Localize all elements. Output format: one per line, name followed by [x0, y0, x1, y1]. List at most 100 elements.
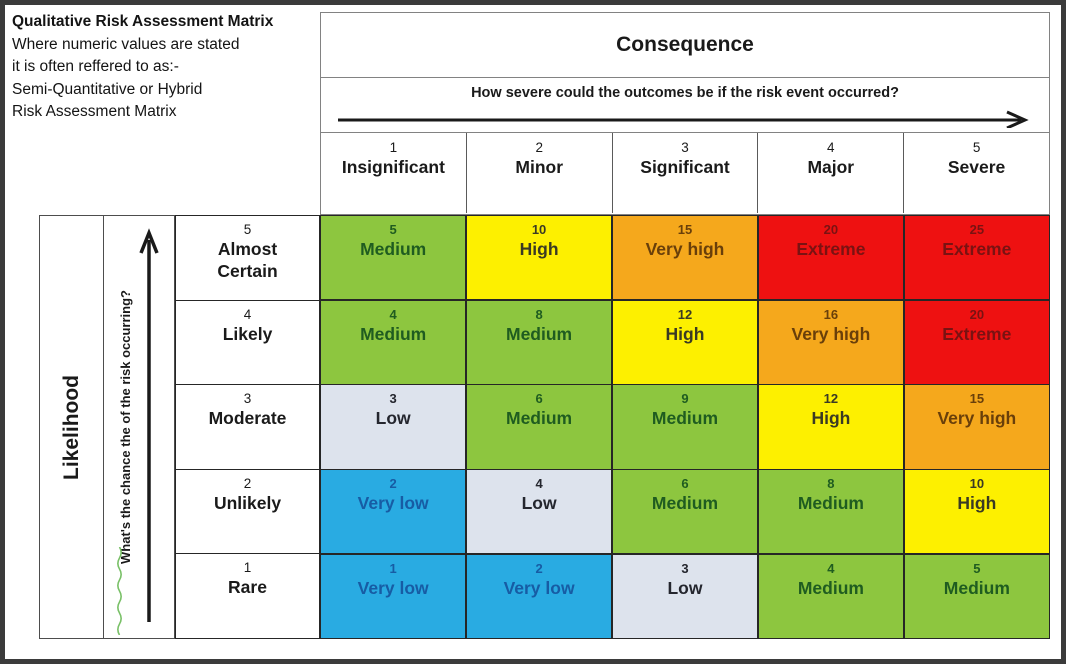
likelihood-level-number: 2 — [243, 475, 252, 491]
up-arrow-icon — [139, 228, 159, 622]
risk-rating: Very low — [503, 577, 575, 598]
risk-rating: Medium — [797, 577, 864, 598]
risk-score: 2 — [535, 560, 543, 576]
risk-rating: Extreme — [942, 239, 1012, 259]
risk-cell: 4 Low — [466, 470, 612, 554]
risk-cell: 5 Medium — [904, 554, 1049, 638]
risk-score: 10 — [531, 222, 547, 237]
risk-rating: Medium — [506, 323, 573, 344]
risk-rating: Very high — [937, 408, 1017, 429]
risk-cell: 20 Extreme — [758, 216, 904, 300]
consequence-level-number: 3 — [681, 140, 689, 155]
likelihood-level-label: Unlikely — [213, 492, 282, 513]
risk-score: 3 — [389, 391, 397, 407]
consequence-level-number: 5 — [972, 140, 981, 155]
likelihood-row-header: 1 Rare — [176, 554, 319, 638]
risk-score: 3 — [681, 560, 689, 576]
risk-rating: High — [957, 493, 997, 514]
likelihood-level-label: Moderate — [208, 408, 287, 429]
risk-rating: Very low — [357, 493, 429, 514]
consequence-level-label: Major — [807, 157, 855, 177]
risk-score: 4 — [389, 306, 397, 322]
consequence-level-label: Insignificant — [341, 157, 445, 177]
risk-score: 12 — [677, 306, 693, 322]
risk-cell: 15 Very high — [904, 385, 1049, 469]
risk-rating: Low — [521, 493, 557, 514]
risk-score: 6 — [535, 391, 543, 407]
risk-rating: Medium — [797, 493, 864, 514]
risk-rating: Medium — [943, 577, 1010, 598]
likelihood-level-number: 5 — [243, 222, 252, 237]
consequence-col-header: 3 Significant — [611, 133, 758, 213]
risk-rating: Extreme — [942, 323, 1012, 344]
note-line: Where numeric values are stated — [12, 35, 240, 53]
note-block: Qualitative Risk Assessment Matrix Where… — [12, 11, 314, 124]
likelihood-question-cell: What's the chance the of the risk occurr… — [104, 215, 175, 639]
risk-rating: Very low — [357, 577, 429, 598]
risk-score: 16 — [823, 306, 839, 322]
risk-cell: 6 Medium — [466, 385, 612, 469]
likelihood-title-cell: Likelihood — [39, 215, 104, 639]
consequence-table: Consequence How severe could the outcome… — [320, 12, 1050, 215]
likelihood-row-header: 5 Almost Certain — [176, 216, 319, 301]
note-line: Semi-Quantitative or Hybrid — [12, 80, 203, 98]
consequence-level-label: Minor — [515, 157, 564, 177]
risk-rating: High — [811, 408, 851, 429]
risk-rating: Medium — [651, 408, 719, 429]
risk-cell: 8 Medium — [466, 300, 612, 384]
consequence-level-label: Significant — [640, 157, 730, 177]
likelihood-question: What's the chance the of the risk occurr… — [118, 290, 133, 564]
risk-rating: Low — [667, 577, 703, 598]
risk-cell: 10 High — [466, 216, 612, 300]
risk-score: 5 — [389, 222, 397, 237]
risk-score: 10 — [969, 476, 985, 492]
risk-score: 4 — [827, 560, 835, 576]
risk-score: 6 — [681, 476, 689, 492]
risk-rating: Medium — [360, 239, 427, 259]
risk-score: 25 — [969, 222, 985, 237]
risk-score: 9 — [681, 391, 689, 407]
risk-matrix-grid: 5 Medium 10 High 15 Very high 20 Extreme 25 Extre… — [320, 215, 1050, 639]
risk-cell: 15 Very high — [612, 216, 758, 300]
risk-cell: 9 Medium — [612, 385, 758, 469]
likelihood-level-label: Almost Certain — [217, 239, 278, 281]
risk-rating: Medium — [360, 323, 427, 344]
risk-score: 5 — [973, 560, 981, 576]
risk-cell: 4 Medium — [321, 300, 466, 384]
risk-cell: 2 Very low — [466, 554, 612, 638]
risk-cell: 2 Very low — [321, 470, 466, 554]
risk-score: 8 — [535, 306, 543, 322]
consequence-level-number: 2 — [535, 140, 543, 155]
risk-rating: Low — [375, 408, 411, 429]
risk-cell: 6 Medium — [612, 470, 758, 554]
risk-score: 15 — [969, 391, 985, 407]
risk-rating: Extreme — [796, 239, 866, 259]
risk-cell: 4 Medium — [758, 554, 904, 638]
likelihood-level-number: 3 — [243, 391, 252, 407]
likelihood-row-header: 4 Likely — [176, 301, 319, 386]
risk-score: 1 — [389, 560, 397, 576]
risk-cell: 10 High — [904, 470, 1049, 554]
risk-score: 4 — [535, 476, 543, 492]
consequence-col-header: 4 Major — [757, 133, 903, 213]
risk-rating: Medium — [651, 493, 719, 514]
consequence-level-number: 1 — [389, 140, 398, 155]
risk-rating: Medium — [506, 408, 573, 429]
right-arrow-icon — [338, 110, 1029, 128]
consequence-col-header: 5 Severe — [903, 133, 1049, 213]
consequence-col-header: 1 Insignificant — [321, 133, 466, 213]
consequence-level-label: Severe — [947, 157, 1006, 177]
likelihood-level-number: 4 — [243, 306, 252, 322]
risk-cell: 3 Low — [321, 385, 466, 469]
risk-cell: 12 High — [758, 385, 904, 469]
likelihood-row-header: 2 Unlikely — [176, 470, 319, 555]
likelihood-level-label: Rare — [228, 577, 267, 598]
risk-rating: High — [519, 239, 559, 259]
risk-cell: 8 Medium — [758, 470, 904, 554]
risk-cell: 25 Extreme — [904, 216, 1049, 300]
risk-score: 8 — [827, 476, 835, 492]
note-title: Qualitative Risk Assessment Matrix — [12, 13, 274, 30]
risk-score: 20 — [823, 222, 839, 237]
risk-rating: High — [665, 323, 705, 344]
